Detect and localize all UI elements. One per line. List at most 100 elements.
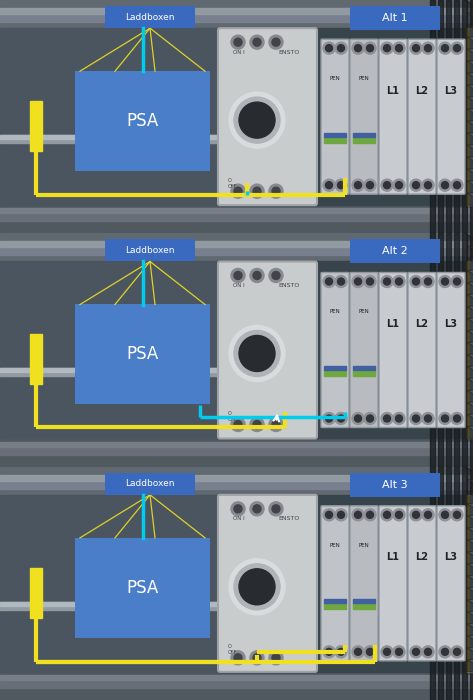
Text: L2: L2: [415, 319, 429, 329]
Circle shape: [229, 92, 285, 148]
Circle shape: [338, 648, 344, 655]
Bar: [0, 14, 473, 22]
Bar: [324, 132, 346, 137]
Circle shape: [412, 511, 420, 518]
Polygon shape: [467, 492, 473, 504]
Bar: [220, 262, 473, 438]
Circle shape: [422, 179, 434, 191]
Circle shape: [393, 42, 405, 54]
Text: PSA: PSA: [126, 579, 158, 597]
Circle shape: [354, 415, 361, 422]
Text: O
OFF: O OFF: [228, 178, 237, 188]
Circle shape: [422, 42, 434, 54]
Circle shape: [439, 42, 451, 54]
Circle shape: [412, 278, 420, 285]
FancyBboxPatch shape: [321, 39, 349, 194]
Circle shape: [395, 415, 403, 422]
FancyBboxPatch shape: [350, 506, 378, 661]
Circle shape: [424, 278, 431, 285]
Circle shape: [393, 646, 405, 658]
FancyBboxPatch shape: [408, 272, 436, 428]
Circle shape: [424, 182, 431, 189]
Circle shape: [381, 42, 393, 54]
Circle shape: [410, 646, 422, 658]
Bar: [470, 467, 473, 700]
Bar: [353, 599, 375, 603]
Polygon shape: [467, 181, 473, 193]
Circle shape: [424, 511, 431, 518]
FancyBboxPatch shape: [437, 506, 465, 661]
Bar: [0, 241, 473, 248]
Circle shape: [272, 505, 280, 513]
Circle shape: [454, 415, 461, 422]
Bar: [470, 0, 473, 233]
Polygon shape: [467, 193, 473, 205]
Polygon shape: [467, 504, 473, 516]
Circle shape: [393, 412, 405, 424]
Text: ENSTO: ENSTO: [278, 50, 299, 55]
Bar: [30, 568, 42, 618]
FancyBboxPatch shape: [350, 39, 378, 194]
Bar: [0, 670, 473, 700]
Bar: [220, 28, 473, 205]
Bar: [353, 603, 375, 609]
Circle shape: [393, 509, 405, 521]
Circle shape: [323, 646, 335, 658]
Bar: [0, 234, 473, 262]
Bar: [0, 135, 220, 139]
Circle shape: [364, 179, 376, 191]
Circle shape: [253, 421, 261, 428]
Polygon shape: [467, 648, 473, 660]
Polygon shape: [467, 97, 473, 109]
Circle shape: [354, 45, 361, 52]
Polygon shape: [467, 552, 473, 564]
Bar: [467, 495, 473, 672]
Circle shape: [234, 38, 242, 46]
Polygon shape: [467, 25, 473, 37]
Circle shape: [393, 179, 405, 191]
FancyBboxPatch shape: [218, 28, 317, 205]
Bar: [0, 467, 473, 495]
Circle shape: [410, 179, 422, 191]
FancyBboxPatch shape: [379, 39, 407, 194]
Bar: [105, 473, 195, 495]
Bar: [0, 475, 473, 481]
Circle shape: [441, 45, 448, 52]
Bar: [0, 135, 220, 143]
Bar: [0, 602, 220, 606]
Polygon shape: [467, 37, 473, 49]
Circle shape: [364, 42, 376, 54]
Bar: [324, 603, 346, 609]
Circle shape: [424, 415, 431, 422]
Bar: [0, 208, 473, 213]
Bar: [0, 214, 473, 221]
Circle shape: [250, 184, 264, 198]
Circle shape: [231, 417, 245, 431]
Bar: [220, 495, 473, 672]
Circle shape: [367, 182, 374, 189]
Circle shape: [441, 648, 448, 655]
Bar: [353, 132, 375, 137]
Polygon shape: [467, 612, 473, 624]
Circle shape: [422, 276, 434, 288]
Circle shape: [395, 278, 403, 285]
Circle shape: [323, 179, 335, 191]
Bar: [324, 599, 346, 603]
Text: O
OFF: O OFF: [228, 411, 237, 422]
Circle shape: [367, 45, 374, 52]
Circle shape: [272, 187, 280, 195]
FancyBboxPatch shape: [437, 39, 465, 194]
Circle shape: [269, 417, 283, 431]
Circle shape: [231, 184, 245, 198]
Circle shape: [335, 179, 347, 191]
Circle shape: [250, 417, 264, 431]
Circle shape: [454, 278, 461, 285]
Bar: [353, 366, 375, 370]
Circle shape: [352, 42, 364, 54]
Polygon shape: [467, 516, 473, 528]
Circle shape: [269, 184, 283, 198]
Bar: [430, 467, 435, 700]
Circle shape: [384, 45, 391, 52]
Circle shape: [384, 511, 391, 518]
Circle shape: [381, 646, 393, 658]
